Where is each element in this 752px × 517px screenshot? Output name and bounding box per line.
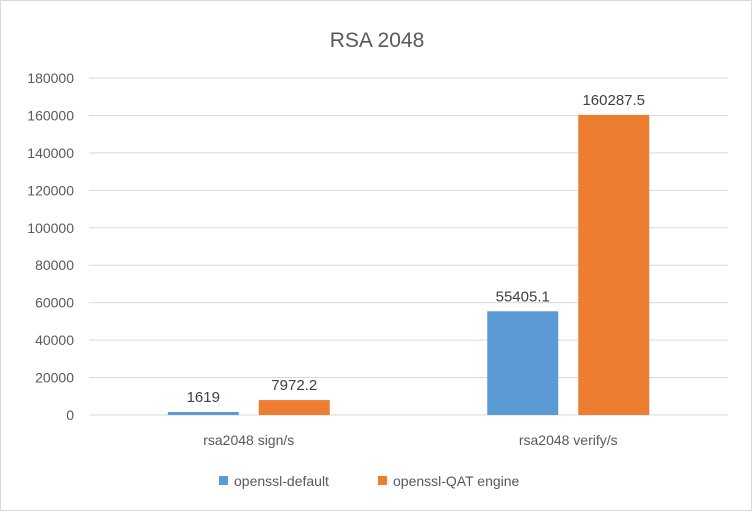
bar-openssl-default [167,411,239,415]
y-tick-label: 120000 [27,182,74,198]
y-tick-label: 100000 [27,220,74,236]
y-tick-label: 60000 [35,295,74,311]
y-tick-label: 140000 [27,145,74,161]
legend-swatch [378,476,387,485]
bar-openssl-qat-engine [258,400,330,415]
y-tick-label: 160000 [27,107,74,123]
x-tick-label: rsa2048 verify/s [519,432,618,448]
legend-swatch [219,476,228,485]
bar-openssl-default [487,311,559,415]
y-tick-label: 180000 [27,70,74,86]
y-tick-label: 0 [66,407,74,423]
x-tick-label: rsa2048 sign/s [203,432,294,448]
y-tick-label: 40000 [35,332,74,348]
chart-title: RSA 2048 [330,29,425,52]
data-label: 1619 [187,389,220,406]
legend-label: openssl-default [234,473,329,489]
y-tick-label: 80000 [35,257,74,273]
data-label: 55405.1 [496,288,550,305]
data-label: 160287.5 [582,92,645,109]
y-tick-label: 20000 [35,370,74,386]
legend-label: openssl-QAT engine [393,473,520,489]
bar-openssl-qat-engine [578,114,650,415]
data-label: 7972.2 [271,377,317,394]
